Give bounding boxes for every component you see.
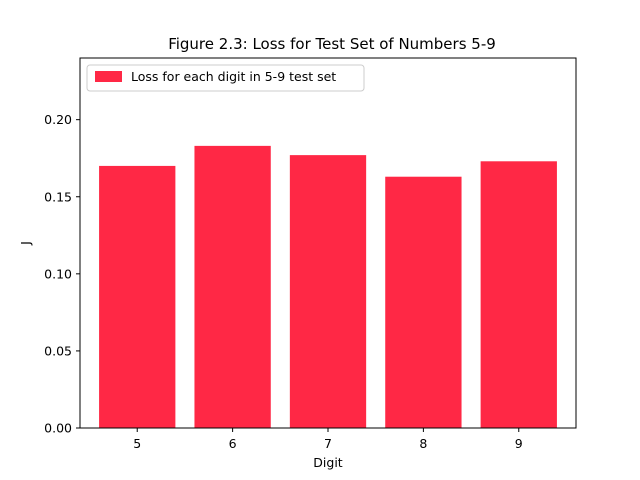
bar-digit-7 [289, 155, 367, 428]
x-tick-label: 8 [419, 436, 427, 451]
legend-swatch [95, 71, 122, 82]
bar-digit-5 [99, 165, 176, 428]
bar-digit-9 [480, 161, 557, 428]
x-tick-label: 9 [515, 436, 523, 451]
legend: Loss for each digit in 5-9 test set [86, 64, 365, 92]
y-tick-label: 0.05 [44, 343, 72, 358]
legend-box [86, 64, 365, 92]
bars-group [99, 145, 557, 428]
y-ticks-group: 0.00 0.05 0.10 0.15 0.20 [44, 112, 80, 436]
y-tick-label: 0.20 [44, 112, 72, 127]
chart-title: Figure 2.3: Loss for Test Set of Numbers… [168, 35, 496, 53]
x-tick-label: 7 [324, 436, 332, 451]
y-tick-label: 0.10 [44, 266, 72, 281]
y-axis-label: J [18, 241, 33, 246]
bar-digit-6 [194, 145, 271, 428]
x-axis-label: Digit [313, 455, 343, 470]
plot-frame [79, 57, 577, 429]
x-ticks-group: 5 6 7 8 9 [133, 428, 523, 451]
y-tick-label: 0.00 [44, 421, 72, 436]
x-tick-label: 6 [229, 436, 237, 451]
y-tick-label: 0.15 [44, 189, 72, 204]
bar-digit-8 [385, 176, 462, 428]
x-tick-label: 5 [133, 436, 141, 451]
legend-label: Loss for each digit in 5-9 test set [131, 69, 336, 84]
